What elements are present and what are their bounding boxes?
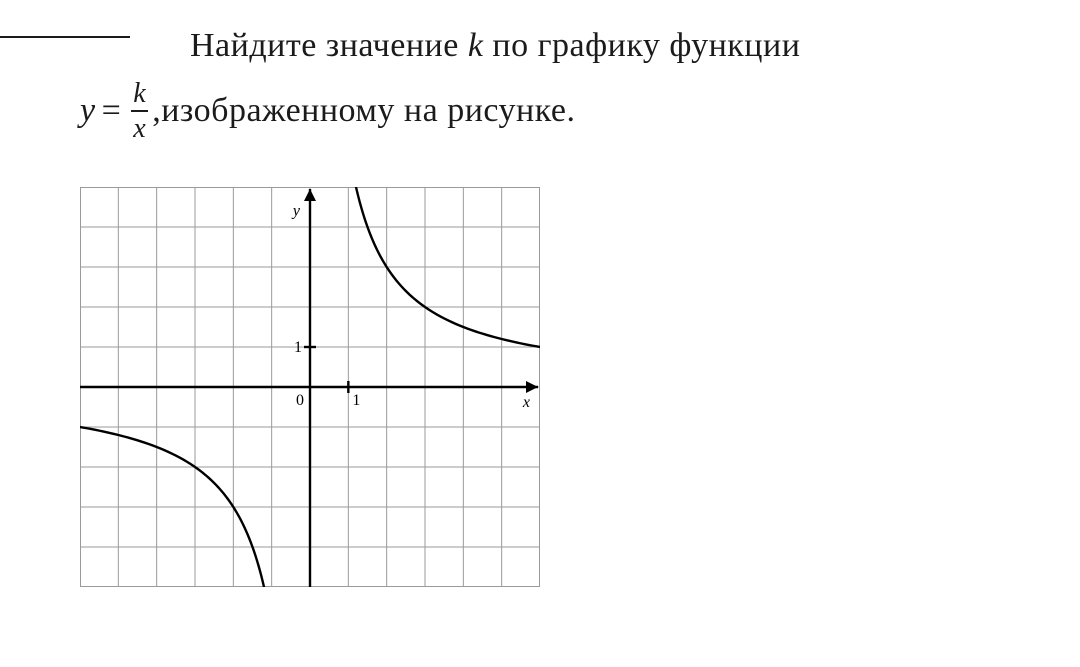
fraction-numerator: k xyxy=(131,79,148,108)
text-part: Найдите значение xyxy=(190,27,468,64)
svg-text:y: y xyxy=(291,203,301,220)
top-left-rule xyxy=(0,36,130,38)
text-part: изображенному на рисунке. xyxy=(161,85,575,138)
svg-text:1: 1 xyxy=(352,392,360,409)
svg-text:1: 1 xyxy=(294,339,302,356)
variable-y: y xyxy=(80,85,96,138)
problem-line-1: Найдите значение k по графику функции xyxy=(80,20,1060,73)
svg-text:0: 0 xyxy=(296,392,304,409)
page-root: Найдите значение k по графику функции y … xyxy=(0,0,1080,667)
hyperbola-chart: y x 0 1 1 xyxy=(80,187,540,587)
equals-sign: = xyxy=(96,85,128,138)
fraction-denominator: x xyxy=(131,114,148,143)
fraction-bar xyxy=(131,110,148,112)
svg-text:x: x xyxy=(522,394,530,411)
fraction-k-over-x: k x xyxy=(131,79,148,144)
comma: , xyxy=(152,85,161,138)
chart-container: y x 0 1 1 xyxy=(80,187,1060,587)
problem-line-2: y = k x , изображенному на рисунке. xyxy=(80,79,1060,144)
text-part: по графику функции xyxy=(492,27,800,64)
problem-statement: Найдите значение k по графику функции y … xyxy=(80,20,1060,143)
variable-k: k xyxy=(468,27,484,64)
